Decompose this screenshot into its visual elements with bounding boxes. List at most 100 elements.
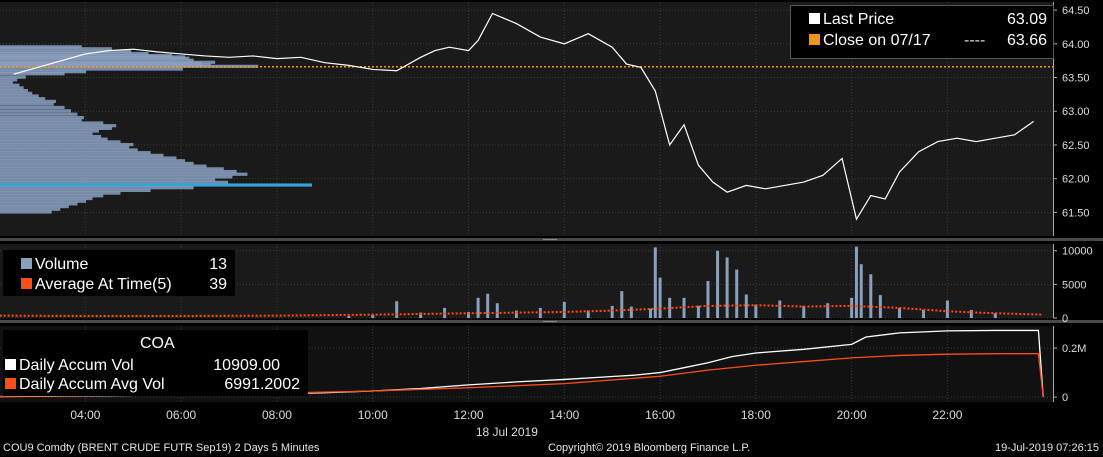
average-label: Average At Time(5) bbox=[35, 276, 172, 293]
profile-bar bbox=[0, 178, 216, 182]
volume-bar bbox=[754, 304, 758, 318]
profile-bar bbox=[0, 129, 99, 133]
profile-bar bbox=[0, 56, 190, 60]
profile-bar bbox=[0, 49, 132, 54]
profile-bar bbox=[0, 159, 186, 163]
accum-vol-swatch bbox=[5, 359, 16, 370]
profile-bar bbox=[0, 109, 72, 113]
profile-bar bbox=[0, 164, 207, 168]
volume-bar bbox=[854, 246, 858, 318]
volume-label: Volume bbox=[35, 256, 89, 273]
profile-bar bbox=[0, 210, 52, 214]
volume-y-tick-label: 0 bbox=[1062, 313, 1068, 325]
profile-bar bbox=[0, 202, 78, 206]
profile-bar bbox=[0, 99, 56, 104]
profile-bar bbox=[0, 118, 82, 122]
volume-bar bbox=[945, 300, 949, 318]
legend-entry-average: Average At Time(5) bbox=[21, 276, 172, 294]
volume-bar bbox=[802, 305, 806, 318]
profile-bar bbox=[0, 124, 117, 128]
volume-bar bbox=[921, 309, 925, 318]
volume-bar bbox=[658, 277, 662, 318]
close-dash-marker: ---- bbox=[964, 32, 986, 49]
volume-bar bbox=[850, 297, 854, 318]
volume-bar bbox=[735, 269, 739, 318]
average-swatch bbox=[21, 278, 32, 289]
close-value: 63.66 bbox=[1006, 32, 1047, 49]
volume-bar bbox=[562, 301, 566, 318]
accum-title: COA bbox=[140, 335, 175, 352]
x-tick-label: 20:00 bbox=[837, 408, 867, 422]
profile-bar bbox=[0, 58, 194, 62]
volume-profile bbox=[0, 45, 312, 214]
price-y-tick-label: 62.50 bbox=[1062, 140, 1090, 152]
price-series bbox=[0, 12, 1053, 221]
timestamp-label: 19-Jul-2019 07:26:15 bbox=[995, 442, 1099, 454]
profile-bar bbox=[0, 102, 54, 106]
accum-y-tick-label: 0.2M bbox=[1062, 343, 1086, 355]
security-label: COU9 Comdty (BRENT CRUDE FUTR Sep19) 2 D… bbox=[3, 442, 320, 454]
x-tick-label: 12:00 bbox=[454, 408, 484, 422]
profile-bar bbox=[0, 80, 13, 85]
legend-entry-accum-avg: Daily Accum Avg Vol bbox=[5, 376, 165, 394]
volume-value: 13 bbox=[209, 256, 227, 273]
volume-bar bbox=[629, 306, 633, 318]
profile-bar bbox=[0, 86, 24, 90]
price-y-tick-label: 62.00 bbox=[1062, 174, 1090, 186]
volume-y-tick-label: 5000 bbox=[1062, 279, 1086, 291]
volume-bar bbox=[419, 312, 423, 318]
close-swatch bbox=[809, 34, 820, 45]
volume-legend: Volume 13 Average At Time(5) 39 bbox=[3, 250, 235, 296]
volume-bar bbox=[514, 310, 518, 318]
volume-bar bbox=[395, 301, 399, 318]
profile-bar bbox=[0, 191, 121, 195]
price-y-tick-label: 64.50 bbox=[1062, 5, 1090, 17]
accum-legend: COA Daily Accum Vol 10909.00 Daily Accum… bbox=[3, 330, 308, 396]
volume-bar bbox=[778, 300, 782, 318]
volume-bar bbox=[706, 281, 710, 318]
x-tick-label: 10:00 bbox=[358, 408, 388, 422]
accum-vol-value: 10909.00 bbox=[213, 357, 280, 374]
profile-bar bbox=[0, 67, 183, 71]
profile-bar bbox=[0, 142, 134, 147]
profile-bar bbox=[0, 194, 104, 198]
profile-bar bbox=[0, 145, 130, 149]
profile-bar bbox=[0, 45, 82, 49]
profile-bar bbox=[0, 153, 164, 157]
profile-bar bbox=[0, 132, 93, 136]
volume-bars bbox=[0, 246, 1044, 318]
profile-bar bbox=[0, 186, 194, 190]
profile-bar bbox=[0, 148, 138, 152]
volume-bar bbox=[467, 311, 471, 318]
divider-grip bbox=[543, 321, 557, 322]
volume-bar bbox=[993, 313, 997, 318]
profile-bar bbox=[0, 134, 102, 139]
volume-bar bbox=[371, 314, 375, 318]
profile-bar bbox=[0, 156, 177, 160]
profile-bar bbox=[0, 169, 237, 174]
accum-vol-label: Daily Accum Vol bbox=[19, 357, 134, 374]
volume-bar bbox=[668, 297, 672, 318]
profile-bar bbox=[0, 188, 151, 193]
volume-bar bbox=[610, 305, 614, 318]
profile-bar bbox=[0, 51, 149, 56]
profile-bar bbox=[0, 121, 104, 125]
x-tick-label: 08:00 bbox=[262, 408, 292, 422]
x-tick-label: 04:00 bbox=[70, 408, 100, 422]
volume-bar bbox=[898, 307, 902, 318]
volume-bar bbox=[969, 309, 973, 318]
profile-bar bbox=[0, 180, 229, 184]
profile-bar bbox=[0, 105, 65, 110]
average-line bbox=[0, 304, 1044, 317]
x-tick-label: 22:00 bbox=[932, 408, 962, 422]
axes: 64.50 64.00 63.50 63.00 62.50 62.00 61.50 10000… bbox=[70, 2, 1093, 439]
profile-bar bbox=[0, 151, 151, 155]
profile-bar bbox=[0, 89, 28, 93]
close-label: Close on 07/17 bbox=[823, 32, 931, 49]
profile-bar bbox=[0, 196, 93, 201]
accum-y-tick-label: 0 bbox=[1062, 392, 1068, 404]
x-date-label: 18 Jul 2019 bbox=[476, 425, 538, 439]
profile-bar bbox=[0, 172, 248, 176]
volume-y-tick-label: 10000 bbox=[1062, 246, 1093, 258]
last-price-value: 63.09 bbox=[1006, 11, 1047, 28]
